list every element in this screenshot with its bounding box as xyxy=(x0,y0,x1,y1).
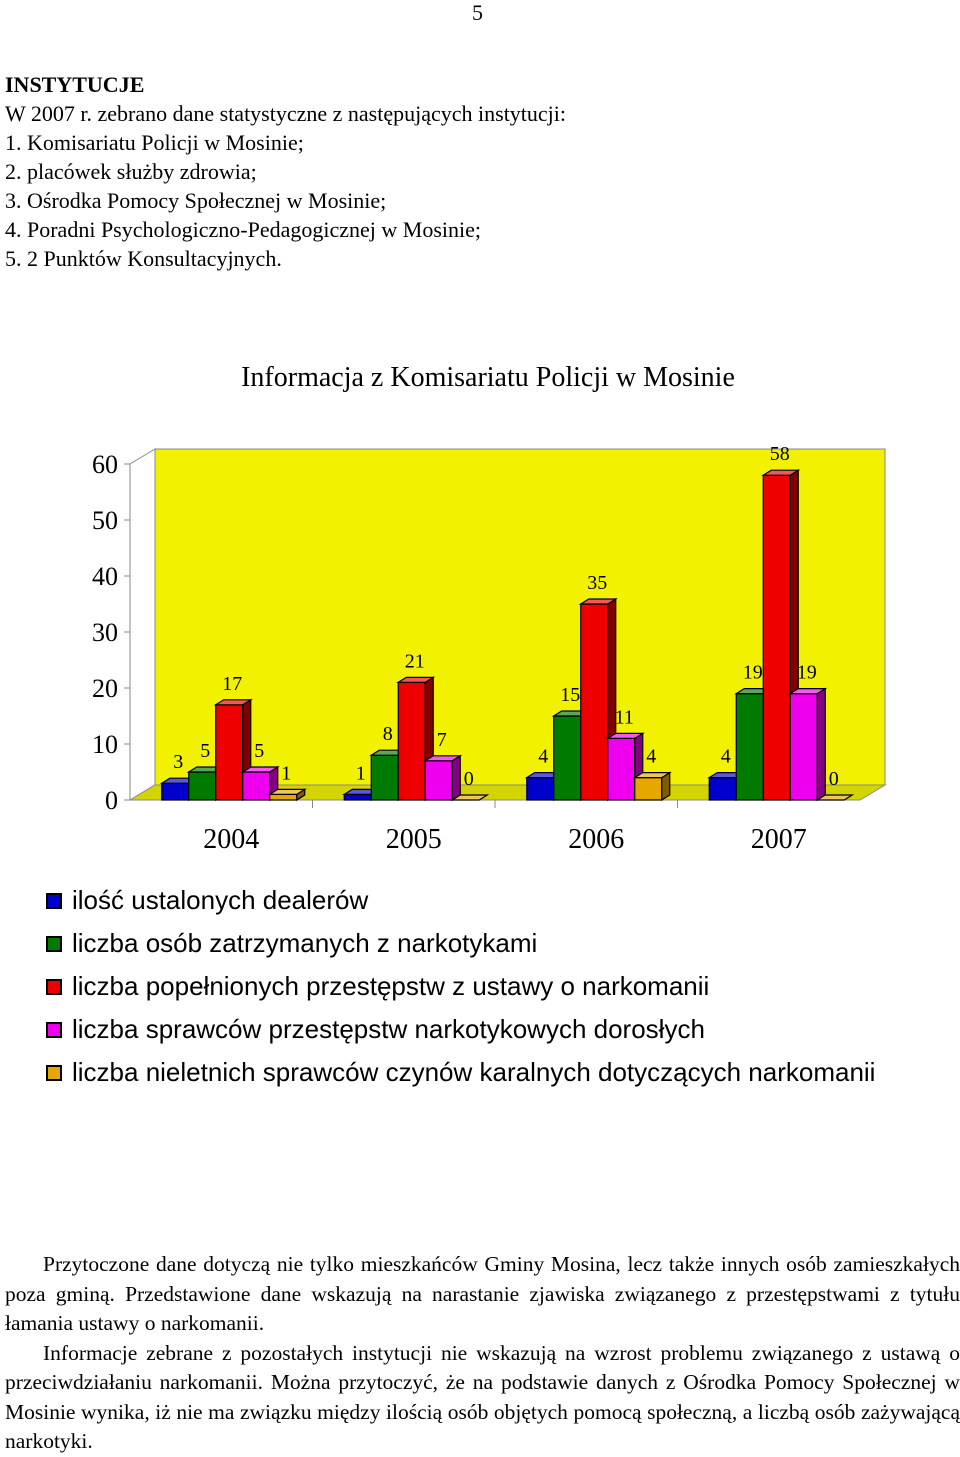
page-number: 5 xyxy=(472,0,483,25)
data-label: 1 xyxy=(281,762,291,784)
data-label: 4 xyxy=(646,746,656,768)
bar xyxy=(761,469,801,802)
data-label: 15 xyxy=(560,684,580,706)
bar xyxy=(423,754,463,802)
data-label: 5 xyxy=(254,740,264,762)
legend-swatch xyxy=(46,1064,62,1081)
y-tick-label: 10 xyxy=(92,730,118,759)
data-label: 11 xyxy=(615,706,634,728)
institution-list: 1. Komisariatu Policji w Mosinie; 2. pla… xyxy=(5,128,566,273)
list-item: 1. Komisariatu Policji w Mosinie; xyxy=(5,130,304,155)
data-label: 0 xyxy=(464,768,474,790)
legend-label: liczba popełnionych przestępstw z ustawy… xyxy=(72,971,710,1001)
bar xyxy=(815,794,855,801)
bar xyxy=(605,732,645,802)
bar xyxy=(788,687,828,802)
data-label: 21 xyxy=(405,650,425,672)
chart-legend: ilość ustalonych dealerów liczba osób za… xyxy=(46,879,875,1094)
y-tick-label: 60 xyxy=(92,450,118,479)
y-tick-label: 0 xyxy=(105,786,118,815)
y-tick-label: 40 xyxy=(92,562,118,591)
data-label: 4 xyxy=(721,746,731,768)
legend-label: liczba nieletnich sprawców czynów karaln… xyxy=(72,1057,876,1087)
bar xyxy=(450,794,490,801)
closing-text: Przytoczone dane dotyczą nie tylko miesz… xyxy=(5,1250,960,1457)
y-tick-label: 50 xyxy=(92,506,118,535)
x-tick-label: 2005 xyxy=(386,824,442,850)
intro-section: INSTYTUCJE W 2007 r. zebrano dane statys… xyxy=(5,70,566,273)
data-label: 0 xyxy=(829,768,839,790)
data-label: 7 xyxy=(437,729,447,751)
data-label: 8 xyxy=(383,723,393,745)
x-tick-label: 2007 xyxy=(751,824,807,850)
legend-swatch xyxy=(46,935,62,952)
intro-lead: W 2007 r. zebrano dane statystyczne z na… xyxy=(5,101,567,126)
legend-swatch xyxy=(46,892,62,909)
data-label: 58 xyxy=(770,443,790,465)
bar-series xyxy=(159,469,855,802)
data-label: 19 xyxy=(797,662,817,684)
data-label: 19 xyxy=(743,662,763,684)
paragraph: Informacje zebrane z pozostałych instytu… xyxy=(5,1340,960,1454)
legend-item: liczba popełnionych przestępstw z ustawy… xyxy=(46,965,875,1008)
bar xyxy=(632,771,672,802)
data-label: 1 xyxy=(356,762,366,784)
data-label: 3 xyxy=(173,751,183,773)
data-label: 5 xyxy=(200,740,210,762)
paragraph: Przytoczone dane dotyczą nie tylko miesz… xyxy=(5,1252,960,1335)
bar xyxy=(267,788,307,802)
legend-label: liczba osób zatrzymanych z narkotykami xyxy=(72,928,538,958)
section-heading: INSTYTUCJE xyxy=(5,72,145,97)
data-label: 4 xyxy=(538,746,548,768)
y-tick-label: 20 xyxy=(92,674,118,703)
bar xyxy=(396,676,436,802)
list-item: 4. Poradni Psychologiczno-Pedagogicznej … xyxy=(5,217,481,242)
chart-title: Informacja z Komisariatu Policji w Mosin… xyxy=(241,362,735,393)
data-label: 35 xyxy=(587,572,607,594)
x-tick-label: 2004 xyxy=(203,824,259,850)
list-item: 5. 2 Punktów Konsultacyjnych. xyxy=(5,246,282,271)
plot-side-wall xyxy=(129,448,156,801)
x-axis: 2004 2005 2006 2007 xyxy=(203,800,807,850)
list-item: 2. placówek służby zdrowia; xyxy=(5,159,257,184)
y-axis: 0 10 20 30 40 50 60 xyxy=(92,450,131,815)
data-label: 17 xyxy=(222,673,242,695)
x-tick-label: 2006 xyxy=(568,824,624,850)
legend-item: ilość ustalonych dealerów xyxy=(46,879,875,922)
y-tick-label: 30 xyxy=(92,618,118,647)
legend-label: liczba sprawców przestępstw narkotykowyc… xyxy=(72,1014,705,1044)
legend-swatch xyxy=(46,1021,62,1038)
legend-item: liczba sprawców przestępstw narkotykowyc… xyxy=(46,1008,875,1051)
list-item: 3. Ośrodka Pomocy Społecznej w Mosinie; xyxy=(5,188,387,213)
legend-label: ilość ustalonych dealerów xyxy=(72,885,369,915)
legend-item: liczba nieletnich sprawców czynów karaln… xyxy=(46,1051,875,1094)
legend-item: liczba osób zatrzymanych z narkotykami xyxy=(46,922,875,965)
legend-swatch xyxy=(46,978,62,995)
